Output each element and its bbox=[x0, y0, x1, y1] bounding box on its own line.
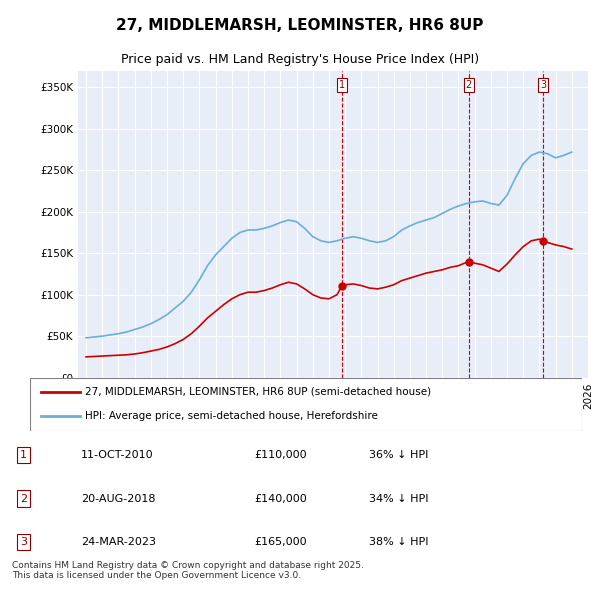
Text: 1: 1 bbox=[338, 80, 344, 90]
Text: 11-OCT-2010: 11-OCT-2010 bbox=[81, 450, 154, 460]
Text: 20-AUG-2018: 20-AUG-2018 bbox=[81, 494, 155, 503]
Text: HPI: Average price, semi-detached house, Herefordshire: HPI: Average price, semi-detached house,… bbox=[85, 411, 378, 421]
Text: Price paid vs. HM Land Registry's House Price Index (HPI): Price paid vs. HM Land Registry's House … bbox=[121, 53, 479, 66]
Text: 3: 3 bbox=[20, 537, 27, 547]
Text: 1: 1 bbox=[20, 450, 27, 460]
Text: £165,000: £165,000 bbox=[254, 537, 307, 547]
Text: 27, MIDDLEMARSH, LEOMINSTER, HR6 8UP (semi-detached house): 27, MIDDLEMARSH, LEOMINSTER, HR6 8UP (se… bbox=[85, 387, 431, 397]
Text: £140,000: £140,000 bbox=[254, 494, 307, 503]
Text: 2: 2 bbox=[20, 494, 27, 503]
Text: 2: 2 bbox=[466, 80, 472, 90]
FancyBboxPatch shape bbox=[30, 378, 582, 431]
Text: Contains HM Land Registry data © Crown copyright and database right 2025.
This d: Contains HM Land Registry data © Crown c… bbox=[12, 560, 364, 580]
Text: 38% ↓ HPI: 38% ↓ HPI bbox=[369, 537, 428, 547]
Text: 34% ↓ HPI: 34% ↓ HPI bbox=[369, 494, 428, 503]
Text: £110,000: £110,000 bbox=[254, 450, 307, 460]
Text: 27, MIDDLEMARSH, LEOMINSTER, HR6 8UP: 27, MIDDLEMARSH, LEOMINSTER, HR6 8UP bbox=[116, 18, 484, 32]
Text: 24-MAR-2023: 24-MAR-2023 bbox=[81, 537, 156, 547]
Text: 36% ↓ HPI: 36% ↓ HPI bbox=[369, 450, 428, 460]
Text: 3: 3 bbox=[540, 80, 546, 90]
